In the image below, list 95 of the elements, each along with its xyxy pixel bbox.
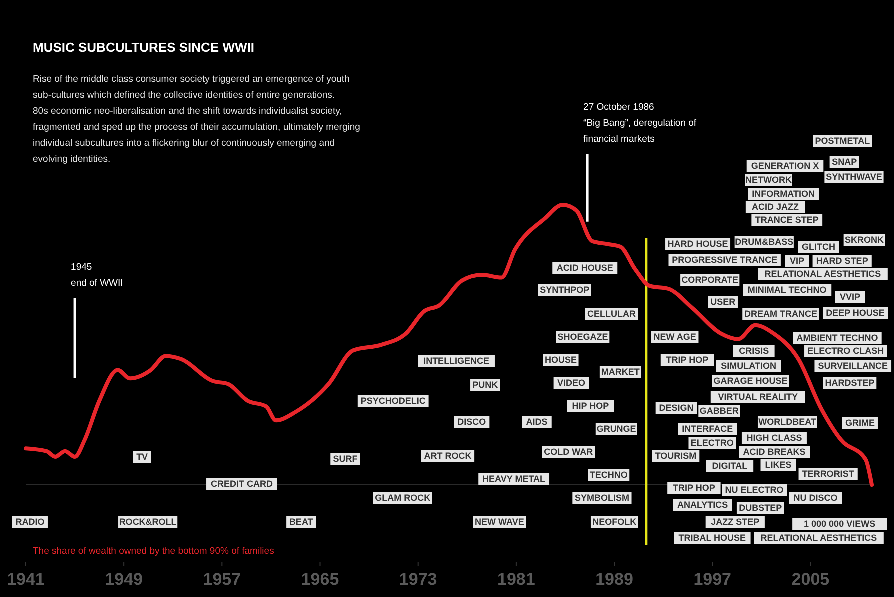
text: SYNTHWAVE xyxy=(826,172,882,182)
annotation: TRIP HOP xyxy=(673,483,716,493)
text: GENERATION X xyxy=(751,161,820,171)
annotation: WORLDBEAT xyxy=(758,417,817,427)
annotation: DREAM TRANCE xyxy=(744,309,818,319)
annotation: ELECTRO CLASH xyxy=(808,346,884,356)
ref-line-label: 27 October 1986 “Big Bang”, deregulation of financial markets xyxy=(584,102,697,145)
annotation: DISCO xyxy=(458,417,486,427)
annotation: RELATIONAL AESTHETICS xyxy=(764,269,882,279)
annotation: SKRONK xyxy=(845,235,885,245)
annotation: ACID HOUSE xyxy=(556,263,614,273)
text: BEAT xyxy=(289,517,314,527)
annotation: TRANCE STEP xyxy=(755,215,819,225)
annotation: INTERFACE xyxy=(682,424,734,434)
text: ROCK&ROLL xyxy=(119,517,178,527)
annotation: HEAVY METAL xyxy=(482,474,546,484)
annotation: PROGRESSIVE TRANCE xyxy=(672,255,778,265)
annotation: ART ROCK xyxy=(424,451,472,461)
annotation: DRUM&BASS xyxy=(735,237,794,247)
ref-line-label: 1945 end of WWII xyxy=(71,262,124,289)
annotation: PSYCHODELIC xyxy=(360,396,426,406)
text: TRIBAL HOUSE xyxy=(678,533,746,543)
annotation: HARDSTEP xyxy=(825,378,875,388)
annotation: LIKES xyxy=(765,460,792,470)
annotation: HARD HOUSE xyxy=(668,239,728,249)
text: SYMBOLISM xyxy=(574,493,630,503)
chart-title: MUSIC SUBCULTURES SINCE WWII xyxy=(33,40,254,55)
x-tick-label: 1989 xyxy=(596,570,634,589)
text: NEW WAVE xyxy=(475,517,524,527)
text: The share of wealth owned by the bottom 90% of families xyxy=(33,546,275,557)
annotation: CRISIS xyxy=(739,346,770,356)
text: GLAM ROCK xyxy=(375,493,432,503)
annotation: TV xyxy=(136,452,148,462)
annotation: GRIME xyxy=(845,418,875,428)
annotation: DEEP HOUSE xyxy=(826,308,885,318)
annotation: PUNK xyxy=(472,380,499,390)
x-tick-label: 1957 xyxy=(203,570,242,589)
annotation: ACID BREAKS xyxy=(743,447,806,457)
text: JAZZ STEP xyxy=(711,517,760,527)
annotation: VVIP xyxy=(840,292,860,302)
annotation: TECHNO xyxy=(590,470,628,480)
annotation: INTELLIGENCE xyxy=(424,356,490,366)
annotation: GLITCH xyxy=(802,242,836,252)
annotation: HIGH CLASS xyxy=(746,433,802,443)
text: RELATIONAL AESTHETICS xyxy=(760,533,878,543)
text: POSTMETAL xyxy=(815,136,871,146)
text: SNAP xyxy=(832,157,858,167)
annotation: AMBIENT TECHNO xyxy=(796,333,878,343)
annotation: CELLULAR xyxy=(587,309,636,319)
annotation: SYNTHPOP xyxy=(540,285,590,295)
annotation: HIP HOP xyxy=(572,401,610,411)
annotation: HOUSE xyxy=(545,355,578,365)
annotation: GARAGE HOUSE xyxy=(714,376,788,386)
text: DUBSTEP xyxy=(739,503,782,513)
annotation: VIDEO xyxy=(558,378,586,388)
x-tick-label: 1949 xyxy=(105,570,143,589)
annotation: COLD WAR xyxy=(544,447,594,457)
x-tick-label: 2005 xyxy=(792,570,830,589)
annotation: CORPORATE xyxy=(682,275,739,285)
annotation: DIGITAL xyxy=(712,461,748,471)
annotation: HARD STEP xyxy=(816,256,868,266)
annotation: ACID JAZZ xyxy=(752,202,800,212)
annotation: TRIP HOP xyxy=(666,355,709,365)
text: NEOFOLK xyxy=(592,517,638,527)
x-tick-label: 1941 xyxy=(7,570,45,589)
annotation: ELECTRO xyxy=(690,438,734,448)
x-tick-label: 1973 xyxy=(399,570,438,589)
annotation: NEW AGE xyxy=(654,332,696,342)
annotation: NU ELECTRO xyxy=(725,485,784,495)
text: 1 000 000 VIEWS xyxy=(804,519,876,529)
annotation: SURVEILLANCE xyxy=(818,361,888,371)
annotation: CREDIT CARD xyxy=(210,479,274,489)
annotation: VIP xyxy=(790,256,805,266)
x-tick-label: 1965 xyxy=(301,570,340,589)
annotation: DESIGN xyxy=(659,403,694,413)
annotation: SIMULATION xyxy=(721,361,776,371)
text: RADIO xyxy=(16,517,45,527)
annotation: TOURISM xyxy=(655,451,697,461)
annotation: GRUNGE xyxy=(596,424,636,434)
x-tick-label: 1981 xyxy=(498,570,536,589)
annotation: SURF xyxy=(333,454,358,464)
annotation: AIDS xyxy=(526,417,548,427)
text: NETWORK xyxy=(745,175,792,185)
annotation: USER xyxy=(710,297,736,307)
annotation: MINIMAL TECHNO xyxy=(748,285,827,295)
text: INFORMATION xyxy=(752,189,815,199)
x-tick-label: 1997 xyxy=(694,570,732,589)
annotation: TERRORIST xyxy=(802,469,855,479)
chart-subtitle: Rise of the middle class consumer society triggered an emergence of youth sub-cultures which defined the collective identities of entire generations. 80s economic neo-liberalisation and the shift towards individualist society, fragmented and sped up the process of their accumulation, ultimately merging individual subcultures into a flickering blur of continuously emerging and evolving identities. xyxy=(33,74,360,165)
annotation: VIRTUAL REALITY xyxy=(718,392,798,402)
text: ANALYTICS xyxy=(677,500,728,510)
annotation: SHOEGAZE xyxy=(558,332,608,342)
annotation: GABBER xyxy=(700,406,740,416)
annotation: MARKET xyxy=(601,367,640,377)
text: NU DISCO xyxy=(794,493,838,503)
